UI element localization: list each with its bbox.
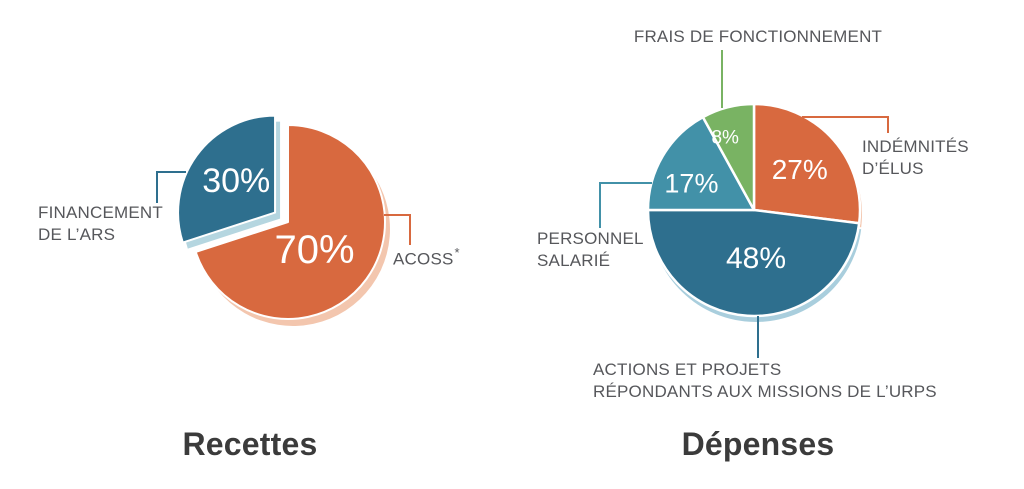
- pie-slice-actions-et-projets-r-pondants-aux-missio: [646, 208, 861, 318]
- callout-line: DE L’ARS: [38, 225, 116, 245]
- pie-slice-pct-acoss: 70%: [274, 228, 354, 272]
- leader-line-personnel-salari: [599, 182, 652, 228]
- leader-line-acoss: [384, 214, 411, 245]
- callout-line: ACTIONS ET PROJETS: [593, 360, 782, 379]
- leader-line-financement-de-l-ars: [156, 171, 186, 203]
- pie-slice-acoss: [194, 124, 386, 320]
- callout-actions-et-projets: ACTIONS ET PROJETS RÉPONDANTS AUX MISSIO…: [593, 359, 937, 403]
- callout-line: FINANCEMENT: [38, 203, 163, 222]
- pie-slice-pct-actions-et-projets-r-pondants-aux-missio: 48%: [726, 242, 786, 275]
- pie-slice-pct-ind-mnit-s-d-lus: 27%: [772, 154, 828, 185]
- pie-slice-pct-frais-de-fonctionnement: 8%: [711, 127, 739, 148]
- callout-line: FRAIS DE FONCTIONNEMENT: [633, 27, 883, 46]
- callout-indemnites-delus: INDÉMNITÉS D’ÉLUS: [862, 136, 969, 180]
- callout-line: INDÉMNITÉS: [862, 137, 969, 156]
- callout-line: ACOSS: [393, 249, 454, 269]
- callout-personnel-salarie: PERSONNEL SALARIÉ: [537, 228, 644, 272]
- pie-slice-frais-de-fonctionnement: [701, 102, 756, 212]
- chart-title-depenses: Dépenses: [681, 426, 835, 462]
- pie-slice-ind-mnit-s-d-lus: [752, 102, 862, 225]
- leader-line-ind-mnit-s-d-lus: [802, 116, 889, 133]
- callout-line: D’ÉLUS: [862, 159, 924, 179]
- callout-financement-de-lars: FINANCEMENT DE L’ARS: [38, 202, 163, 246]
- acoss-asterisk: *: [454, 245, 460, 260]
- callout-acoss: ACOSS*: [393, 245, 460, 271]
- pie-slice-financement-de-l-ars: [177, 114, 277, 244]
- callout-frais-de-fonctionnement: FRAIS DE FONCTIONNEMENT: [600, 26, 916, 48]
- pie-slice-personnel-salari: [646, 115, 756, 212]
- callout-line: PERSONNEL: [537, 229, 644, 248]
- chart-title-recettes: Recettes: [182, 426, 318, 462]
- callout-line: RÉPONDANTS AUX MISSIONS DE L’URPS: [593, 382, 937, 402]
- callout-line: SALARIÉ: [537, 251, 611, 271]
- pie-slice-pct-financement-de-l-ars: 30%: [202, 162, 270, 200]
- pie-slice-pct-personnel-salari: 17%: [664, 169, 718, 199]
